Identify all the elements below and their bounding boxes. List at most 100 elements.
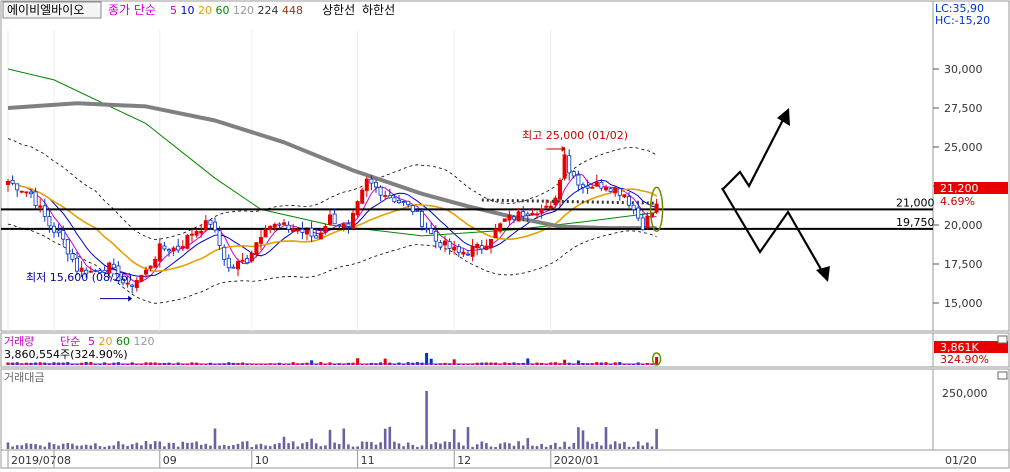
candle-body[interactable]: [525, 213, 530, 216]
candle-body[interactable]: [512, 216, 517, 220]
candle-body[interactable]: [208, 219, 213, 225]
candle-body[interactable]: [226, 257, 231, 269]
candle-body[interactable]: [654, 203, 659, 213]
candle-body[interactable]: [245, 258, 250, 264]
ma-period-448[interactable]: 448: [279, 4, 304, 17]
candle-body[interactable]: [203, 220, 208, 231]
candle-body[interactable]: [479, 245, 484, 250]
volume-ma-period-5[interactable]: 5: [88, 335, 95, 348]
candle-body[interactable]: [415, 210, 420, 212]
price-panel[interactable]: [0, 0, 934, 332]
candle-body[interactable]: [258, 237, 263, 244]
candle-body[interactable]: [341, 223, 346, 229]
candle-body[interactable]: [613, 187, 618, 194]
candle-body[interactable]: [98, 270, 103, 273]
ma-period-120[interactable]: 120: [230, 4, 255, 17]
candle-body[interactable]: [383, 195, 388, 197]
candle-body[interactable]: [84, 269, 89, 275]
candle-body[interactable]: [162, 245, 167, 250]
candle-body[interactable]: [231, 266, 236, 269]
candle-body[interactable]: [28, 191, 33, 195]
candle-body[interactable]: [636, 207, 641, 219]
candle-body[interactable]: [337, 224, 342, 227]
candle-body[interactable]: [33, 191, 38, 206]
candle-body[interactable]: [125, 282, 130, 285]
candle-body[interactable]: [562, 154, 567, 179]
candle-body[interactable]: [286, 224, 291, 230]
candle-body[interactable]: [350, 212, 355, 229]
candle-body[interactable]: [79, 267, 84, 272]
volume-ma-period-120[interactable]: 120: [130, 335, 155, 348]
candle-body[interactable]: [544, 205, 549, 208]
candle-body[interactable]: [590, 186, 595, 189]
candle-body[interactable]: [300, 228, 305, 233]
candle-body[interactable]: [327, 214, 332, 225]
volume-ma-period-20[interactable]: 20: [95, 335, 113, 348]
candle-body[interactable]: [93, 270, 98, 272]
candle-body[interactable]: [295, 229, 300, 232]
candle-body[interactable]: [604, 187, 609, 191]
candle-body[interactable]: [139, 274, 144, 282]
candle-body[interactable]: [56, 230, 61, 234]
volume-ma-period-60[interactable]: 60: [113, 335, 131, 348]
candle-body[interactable]: [166, 249, 171, 252]
candle-body[interactable]: [277, 223, 282, 226]
candle-body[interactable]: [88, 270, 93, 273]
candle-body[interactable]: [254, 242, 259, 255]
candle-body[interactable]: [111, 263, 116, 269]
candle-body[interactable]: [521, 211, 526, 217]
candle-body[interactable]: [153, 258, 158, 268]
candle-body[interactable]: [61, 230, 66, 240]
candle-body[interactable]: [189, 233, 194, 236]
candle-body[interactable]: [608, 188, 613, 192]
stock-name-box[interactable]: [2, 1, 102, 19]
candle-body[interactable]: [645, 215, 650, 229]
candle-body[interactable]: [194, 231, 199, 236]
candle-body[interactable]: [424, 228, 429, 231]
candle-body[interactable]: [516, 211, 521, 222]
volume-panel[interactable]: [0, 332, 934, 368]
ma-period-5[interactable]: 5: [170, 4, 177, 17]
candle-body[interactable]: [470, 246, 475, 257]
candle-body[interactable]: [38, 205, 43, 208]
candle-body[interactable]: [314, 235, 319, 239]
candle-body[interactable]: [217, 230, 222, 246]
candle-body[interactable]: [419, 210, 424, 227]
candle-body[interactable]: [585, 185, 590, 189]
candle-body[interactable]: [263, 228, 268, 238]
candle-body[interactable]: [157, 243, 162, 262]
candle-body[interactable]: [581, 184, 586, 188]
ma-period-20[interactable]: 20: [195, 4, 213, 17]
candle-body[interactable]: [475, 243, 480, 249]
candle-body[interactable]: [148, 265, 153, 269]
candle-body[interactable]: [19, 190, 24, 193]
candle-body[interactable]: [309, 227, 314, 237]
candle-body[interactable]: [134, 279, 139, 288]
candle-body[interactable]: [507, 214, 512, 221]
candle-body[interactable]: [6, 181, 11, 185]
candle-body[interactable]: [631, 204, 636, 211]
candle-body[interactable]: [346, 223, 351, 227]
candle-body[interactable]: [447, 241, 452, 249]
candle-body[interactable]: [535, 213, 540, 216]
candle-body[interactable]: [617, 188, 622, 196]
amount-panel[interactable]: [0, 368, 934, 451]
candle-body[interactable]: [571, 171, 576, 177]
candle-body[interactable]: [401, 201, 406, 203]
candle-body[interactable]: [502, 218, 507, 222]
candle-body[interactable]: [433, 230, 438, 242]
candle-body[interactable]: [10, 179, 15, 184]
candle-body[interactable]: [52, 225, 57, 233]
candle-body[interactable]: [364, 178, 369, 191]
candle-body[interactable]: [576, 174, 581, 186]
candle-body[interactable]: [387, 195, 392, 199]
candle-body[interactable]: [332, 213, 337, 225]
candle-body[interactable]: [396, 199, 401, 203]
candle-body[interactable]: [47, 216, 52, 227]
ma-period-10[interactable]: 10: [177, 4, 195, 17]
candle-body[interactable]: [42, 205, 47, 217]
candle-body[interactable]: [530, 212, 535, 216]
candle-body[interactable]: [24, 191, 29, 194]
candle-body[interactable]: [461, 251, 466, 255]
candle-body[interactable]: [558, 179, 563, 200]
